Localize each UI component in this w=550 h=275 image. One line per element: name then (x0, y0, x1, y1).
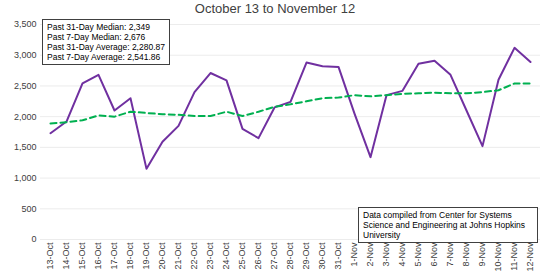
svg-text:500: 500 (21, 204, 36, 214)
svg-text:2,500: 2,500 (14, 81, 37, 91)
svg-text:2,000: 2,000 (14, 112, 37, 122)
svg-text:5-Nov: 5-Nov (413, 242, 423, 267)
html-text:Past 31-Day Median: 2,349: Past 31-Day Median: 2,349 (47, 22, 150, 32)
svg-text:8-Nov: 8-Nov (461, 242, 471, 267)
svg-text:1,500: 1,500 (14, 142, 37, 152)
svg-text:20-Oct: 20-Oct (157, 242, 167, 270)
svg-text:31-Oct: 31-Oct (333, 242, 343, 270)
svg-text:18-Oct: 18-Oct (125, 242, 135, 270)
svg-text:21-Oct: 21-Oct (173, 242, 183, 270)
svg-text:12-Nov: 12-Nov (525, 242, 535, 272)
svg-text:19-Oct: 19-Oct (141, 242, 151, 270)
svg-text:26-Oct: 26-Oct (253, 242, 263, 270)
html-text:Past 31-Day Average: 2,280.87: Past 31-Day Average: 2,280.87 (47, 42, 165, 52)
html-text:Past 7-Day Median: 2,676: Past 7-Day Median: 2,676 (47, 32, 146, 42)
svg-text:25-Oct: 25-Oct (237, 242, 247, 270)
svg-text:27-Oct: 27-Oct (269, 242, 279, 270)
svg-text:4-Nov: 4-Nov (397, 242, 407, 267)
svg-text:24-Oct: 24-Oct (221, 242, 231, 270)
svg-text:17-Oct: 17-Oct (109, 242, 119, 270)
svg-text:28-Oct: 28-Oct (285, 242, 295, 270)
html-text:October 13 to November 12: October 13 to November 12 (194, 1, 356, 16)
svg-text:16-Oct: 16-Oct (93, 242, 103, 270)
svg-text:30-Oct: 30-Oct (317, 242, 327, 270)
svg-text:9-Nov: 9-Nov (477, 242, 487, 267)
svg-text:6-Nov: 6-Nov (429, 242, 439, 267)
svg-text:1,000: 1,000 (14, 173, 37, 183)
svg-text:1-Nov: 1-Nov (349, 242, 359, 267)
svg-text:23-Oct: 23-Oct (205, 242, 215, 270)
svg-text:15-Oct: 15-Oct (77, 242, 87, 270)
html-text:Data compiled from Center for: Data compiled from Center for Systems Sc… (363, 210, 526, 240)
svg-text:7-Nov: 7-Nov (445, 242, 455, 267)
svg-text:11-Nov: 11-Nov (509, 242, 519, 271)
svg-text:29-Oct: 29-Oct (301, 242, 311, 270)
svg-text:2-Nov: 2-Nov (365, 242, 375, 267)
svg-text:3,500: 3,500 (14, 19, 37, 29)
svg-text:22-Oct: 22-Oct (189, 242, 199, 270)
svg-text:3,000: 3,000 (14, 50, 37, 60)
svg-text:13-Oct: 13-Oct (45, 242, 55, 270)
svg-text:14-Oct: 14-Oct (61, 242, 71, 270)
svg-text:0: 0 (31, 234, 36, 244)
svg-text:3-Nov: 3-Nov (381, 242, 391, 267)
html-text:Past 7-Day Average: 2,541.86: Past 7-Day Average: 2,541.86 (47, 52, 161, 62)
svg-text:10-Nov: 10-Nov (493, 242, 503, 272)
